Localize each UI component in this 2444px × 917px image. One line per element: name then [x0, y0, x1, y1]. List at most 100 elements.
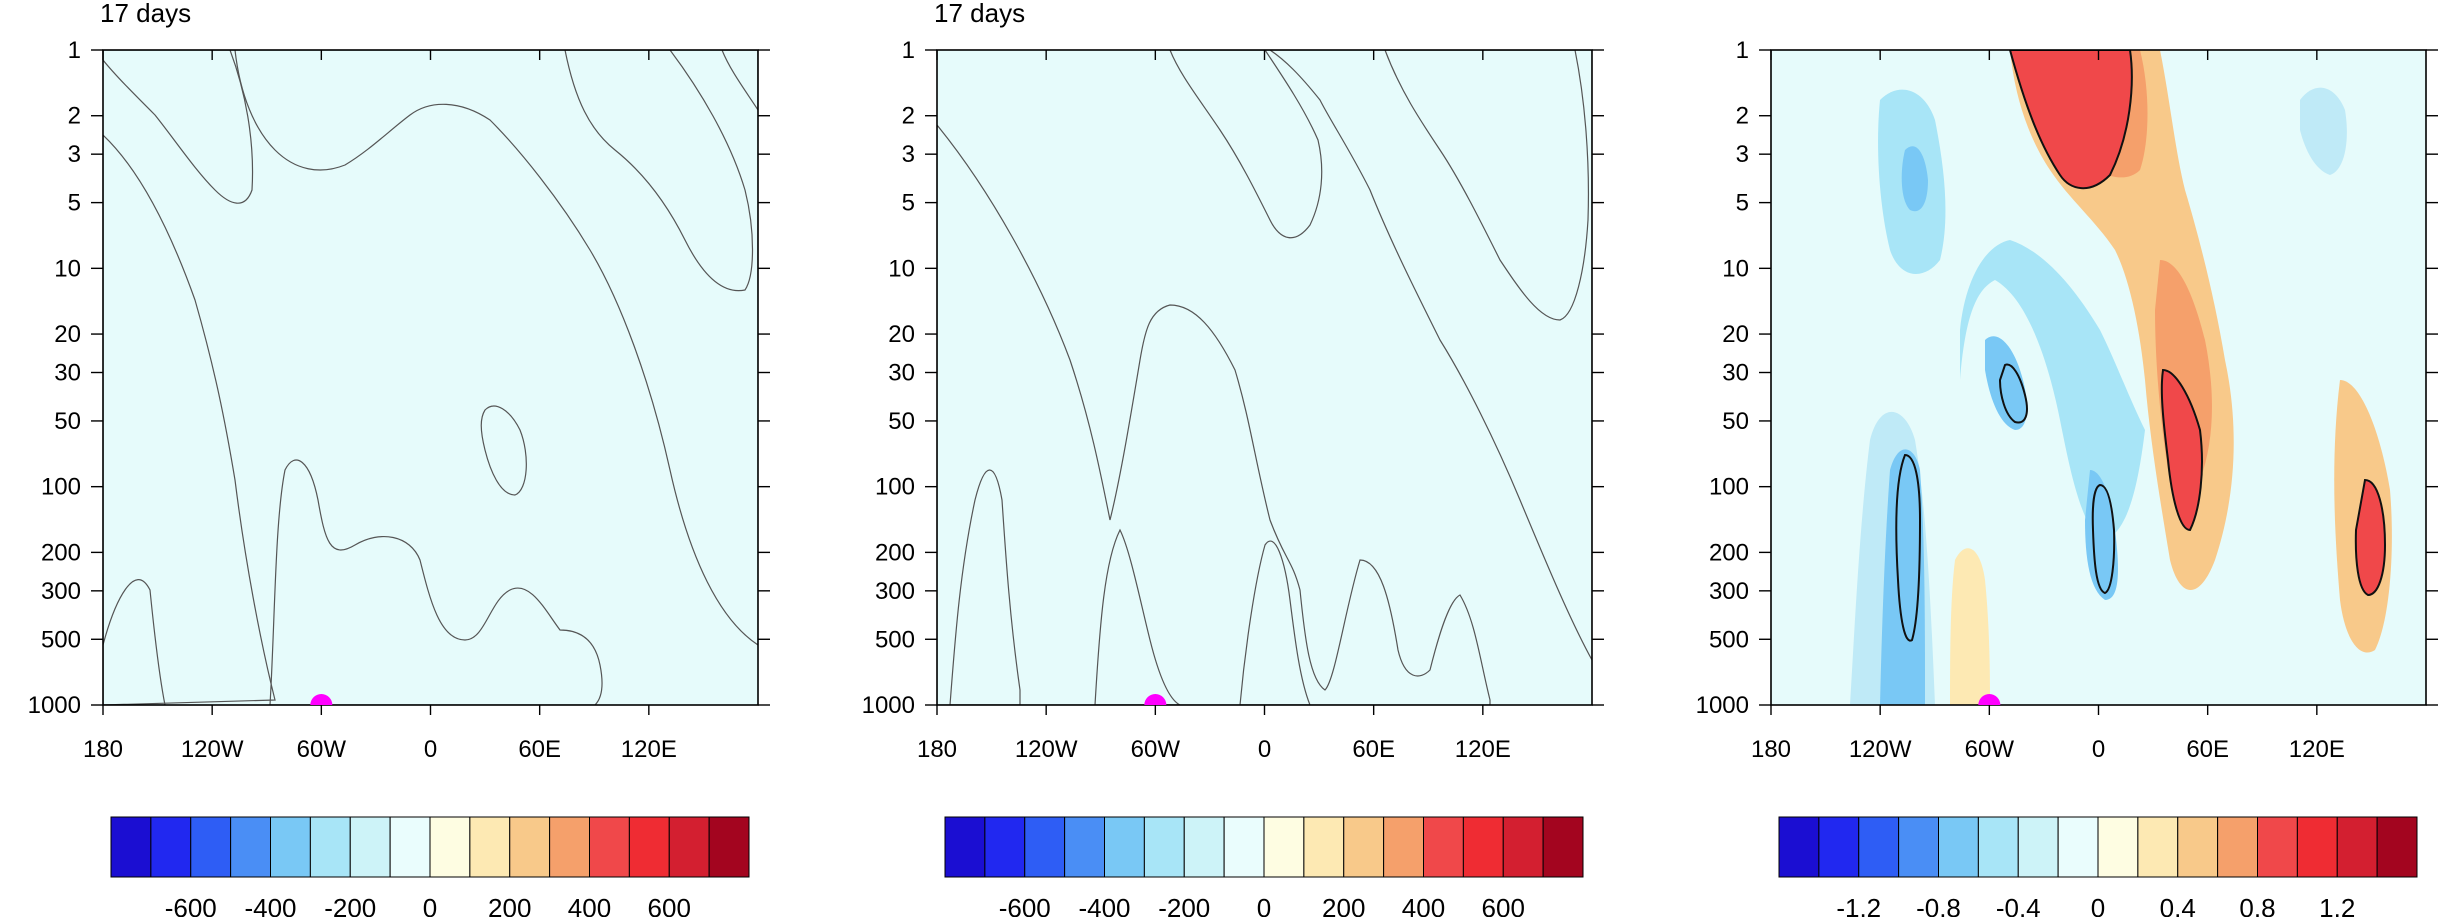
y-tick-label: 5 — [1736, 190, 1749, 217]
colorbar-swatch — [2017, 816, 2059, 878]
colorbar-swatch — [1898, 816, 1939, 878]
panel-3-blue-core-50 — [1985, 336, 2027, 430]
colorbar-label: 400 — [568, 893, 611, 917]
x-tick-label: 120E — [2289, 736, 2345, 763]
panel-3-red-core-50 — [2161, 370, 2202, 530]
y-tick-label: 1 — [1736, 37, 1749, 64]
panel-3: 180 120W 60W 0 60E 120E 1 2 3 5 10 20 30 50 100 200 300… — [1696, 37, 2438, 917]
colorbar-swatch — [1263, 816, 1305, 878]
colorbar-swatch — [1423, 816, 1464, 878]
colorbar-swatch — [2296, 816, 2338, 878]
panel-1-negative-region-west — [103, 579, 166, 705]
y-tick-label: 30 — [54, 360, 81, 387]
x-tick-label: 60E — [2186, 736, 2229, 763]
colorbar-swatch — [2257, 816, 2298, 878]
panel-1-negative-core-upper — [103, 50, 254, 204]
y-tick-label: 20 — [1722, 321, 1749, 348]
panel-2-positive-core-upper — [1384, 50, 1590, 321]
panel-2-field — [937, 50, 1592, 705]
colorbar-swatch — [984, 816, 1026, 878]
colorbar-swatch — [2137, 816, 2179, 878]
colorbar-swatch — [2057, 816, 2099, 878]
panel-3-sig-red-top — [2008, 50, 2133, 190]
x-tick-label: 180 — [83, 736, 123, 763]
colorbar-label: 0 — [423, 893, 437, 917]
colorbar-swatch — [1024, 816, 1066, 878]
x-tick-label: 120W — [1015, 736, 1078, 763]
colorbar-label: 1.2 — [2319, 893, 2355, 917]
y-tick-label: 200 — [1709, 539, 1749, 566]
panel-3-red-lower-left — [1950, 548, 1990, 705]
colorbar-swatch — [1938, 816, 1979, 878]
y-tick-label: 500 — [875, 626, 915, 653]
x-tick-label: 60E — [518, 736, 561, 763]
colorbar-label: -200 — [1158, 893, 1210, 917]
panel-3-sig-red-right — [2354, 478, 2387, 597]
colorbar-swatch — [944, 816, 986, 878]
x-tick-label: 120W — [181, 736, 244, 763]
panel-3-red-core-top — [2010, 50, 2132, 189]
panel-1-x-axis: 180 120W 60W 0 60E 120E — [83, 50, 677, 763]
x-tick-label: 60W — [297, 736, 347, 763]
colorbar-swatch — [1977, 816, 2019, 878]
colorbar-swatch — [309, 816, 351, 878]
panel-2-title: 17 days — [934, 0, 1025, 28]
x-tick-label: 180 — [1751, 736, 1791, 763]
panel-1-field — [103, 50, 758, 705]
colorbar-swatch — [1462, 816, 1504, 878]
panel-2-y-axis: 1 2 3 5 10 20 30 50 100 200 300 500 1000 — [862, 37, 1604, 719]
colorbar-swatch — [1858, 816, 1900, 878]
colorbar-label: 0.8 — [2239, 893, 2275, 917]
colorbar-swatch — [2177, 816, 2219, 878]
y-tick-label: 500 — [41, 626, 81, 653]
colorbar-swatch — [1778, 816, 1820, 878]
colorbar-swatch — [1104, 816, 1145, 878]
colorbar-swatch — [270, 816, 311, 878]
colorbar-swatch — [2376, 816, 2418, 878]
panel-3-sig-blue-200 — [2091, 483, 2116, 595]
panel-1-title: 17 days — [100, 0, 191, 28]
y-tick-label: 300 — [41, 578, 81, 605]
colorbar-label: -200 — [324, 893, 376, 917]
panel-3-colorbar: -1.2 -0.8 -0.4 0 0.4 0.8 1.2 — [1778, 816, 2418, 917]
colorbar-label: 400 — [1402, 893, 1445, 917]
y-tick-label: 20 — [888, 321, 915, 348]
panel-1-marker — [310, 694, 333, 705]
y-tick-label: 300 — [875, 578, 915, 605]
y-tick-label: 10 — [888, 255, 915, 282]
panel-3-red-right-core — [2355, 480, 2385, 595]
colorbar-label: 0.4 — [2160, 893, 2196, 917]
colorbar-label: -600 — [999, 893, 1051, 917]
y-tick-label: 3 — [902, 141, 915, 168]
colorbar-swatch — [1064, 816, 1105, 878]
colorbar-label: 0 — [2091, 893, 2105, 917]
colorbar-swatch — [1303, 816, 1345, 878]
panel-1-positive-region-west — [103, 134, 276, 705]
panel-1-positive-region-south — [269, 459, 603, 705]
panel-1-negative-island — [480, 405, 527, 496]
y-tick-label: 100 — [1709, 474, 1749, 501]
y-tick-label: 5 — [902, 190, 915, 217]
y-tick-label: 20 — [54, 321, 81, 348]
colorbar-swatch — [1542, 816, 1584, 878]
colorbar-label: 200 — [488, 893, 531, 917]
y-tick-label: 100 — [875, 474, 915, 501]
colorbar-swatch — [389, 816, 431, 878]
y-tick-label: 5 — [68, 190, 81, 217]
colorbar-swatch — [1383, 816, 1424, 878]
panel-2-positive-region-upper — [1220, 50, 1592, 661]
colorbar-label: 0 — [1257, 893, 1271, 917]
x-tick-label: 0 — [1258, 736, 1271, 763]
panel-2-x-axis: 180 120W 60W 0 60E 120E — [917, 50, 1511, 763]
colorbar-swatch — [349, 816, 391, 878]
location-marker — [310, 694, 333, 705]
x-tick-label: 0 — [424, 736, 437, 763]
panel-2: 17 days 180 120W 60W 0 60E 120E 1235102030501… — [862, 0, 1604, 917]
y-tick-label: 3 — [1736, 141, 1749, 168]
panel-1: 17 days 180 120W 60W 0 60E 120E 1235102030501… — [28, 0, 770, 917]
colorbar-swatch — [1183, 816, 1225, 878]
x-tick-label: 0 — [2092, 736, 2105, 763]
x-tick-label: 180 — [917, 736, 957, 763]
panel-1-y-axis: 1 2 3 5 10 20 30 50 100 200 300 500 1000 — [28, 37, 770, 719]
panel-3-blue-band-west-core — [1880, 449, 1925, 705]
